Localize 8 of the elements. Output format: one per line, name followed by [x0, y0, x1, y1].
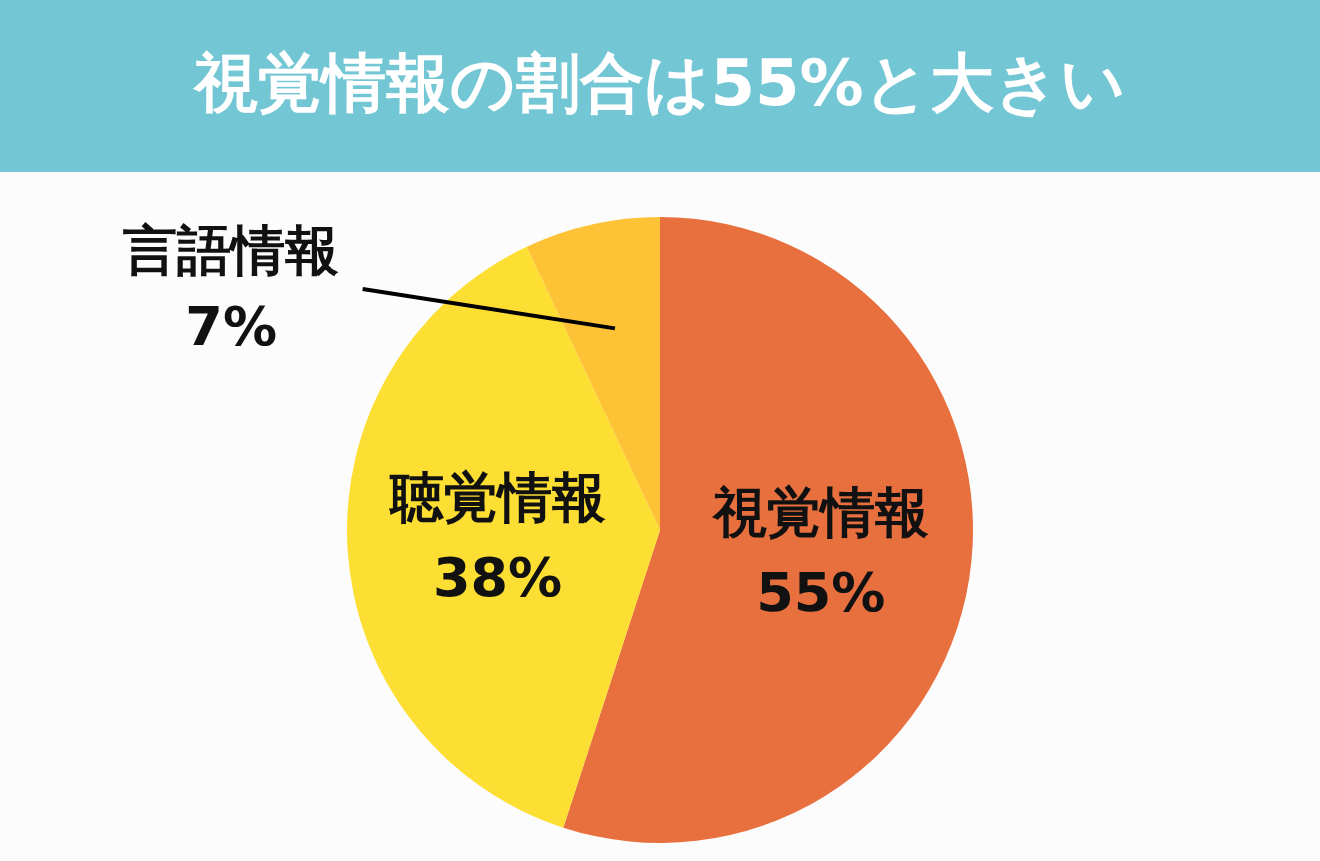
pie-slice: [347, 246, 660, 828]
chart-title: 視覚情報の割合は55%と大きい: [192, 46, 1126, 120]
data-label: 38%: [432, 546, 563, 610]
data-label: 55%: [756, 561, 886, 625]
slice-label: 視覚情報: [710, 481, 929, 545]
slice-label: 言語情報: [122, 218, 340, 282]
data-label: 7%: [185, 294, 278, 358]
slice-label: 聴覚情報: [387, 466, 606, 530]
